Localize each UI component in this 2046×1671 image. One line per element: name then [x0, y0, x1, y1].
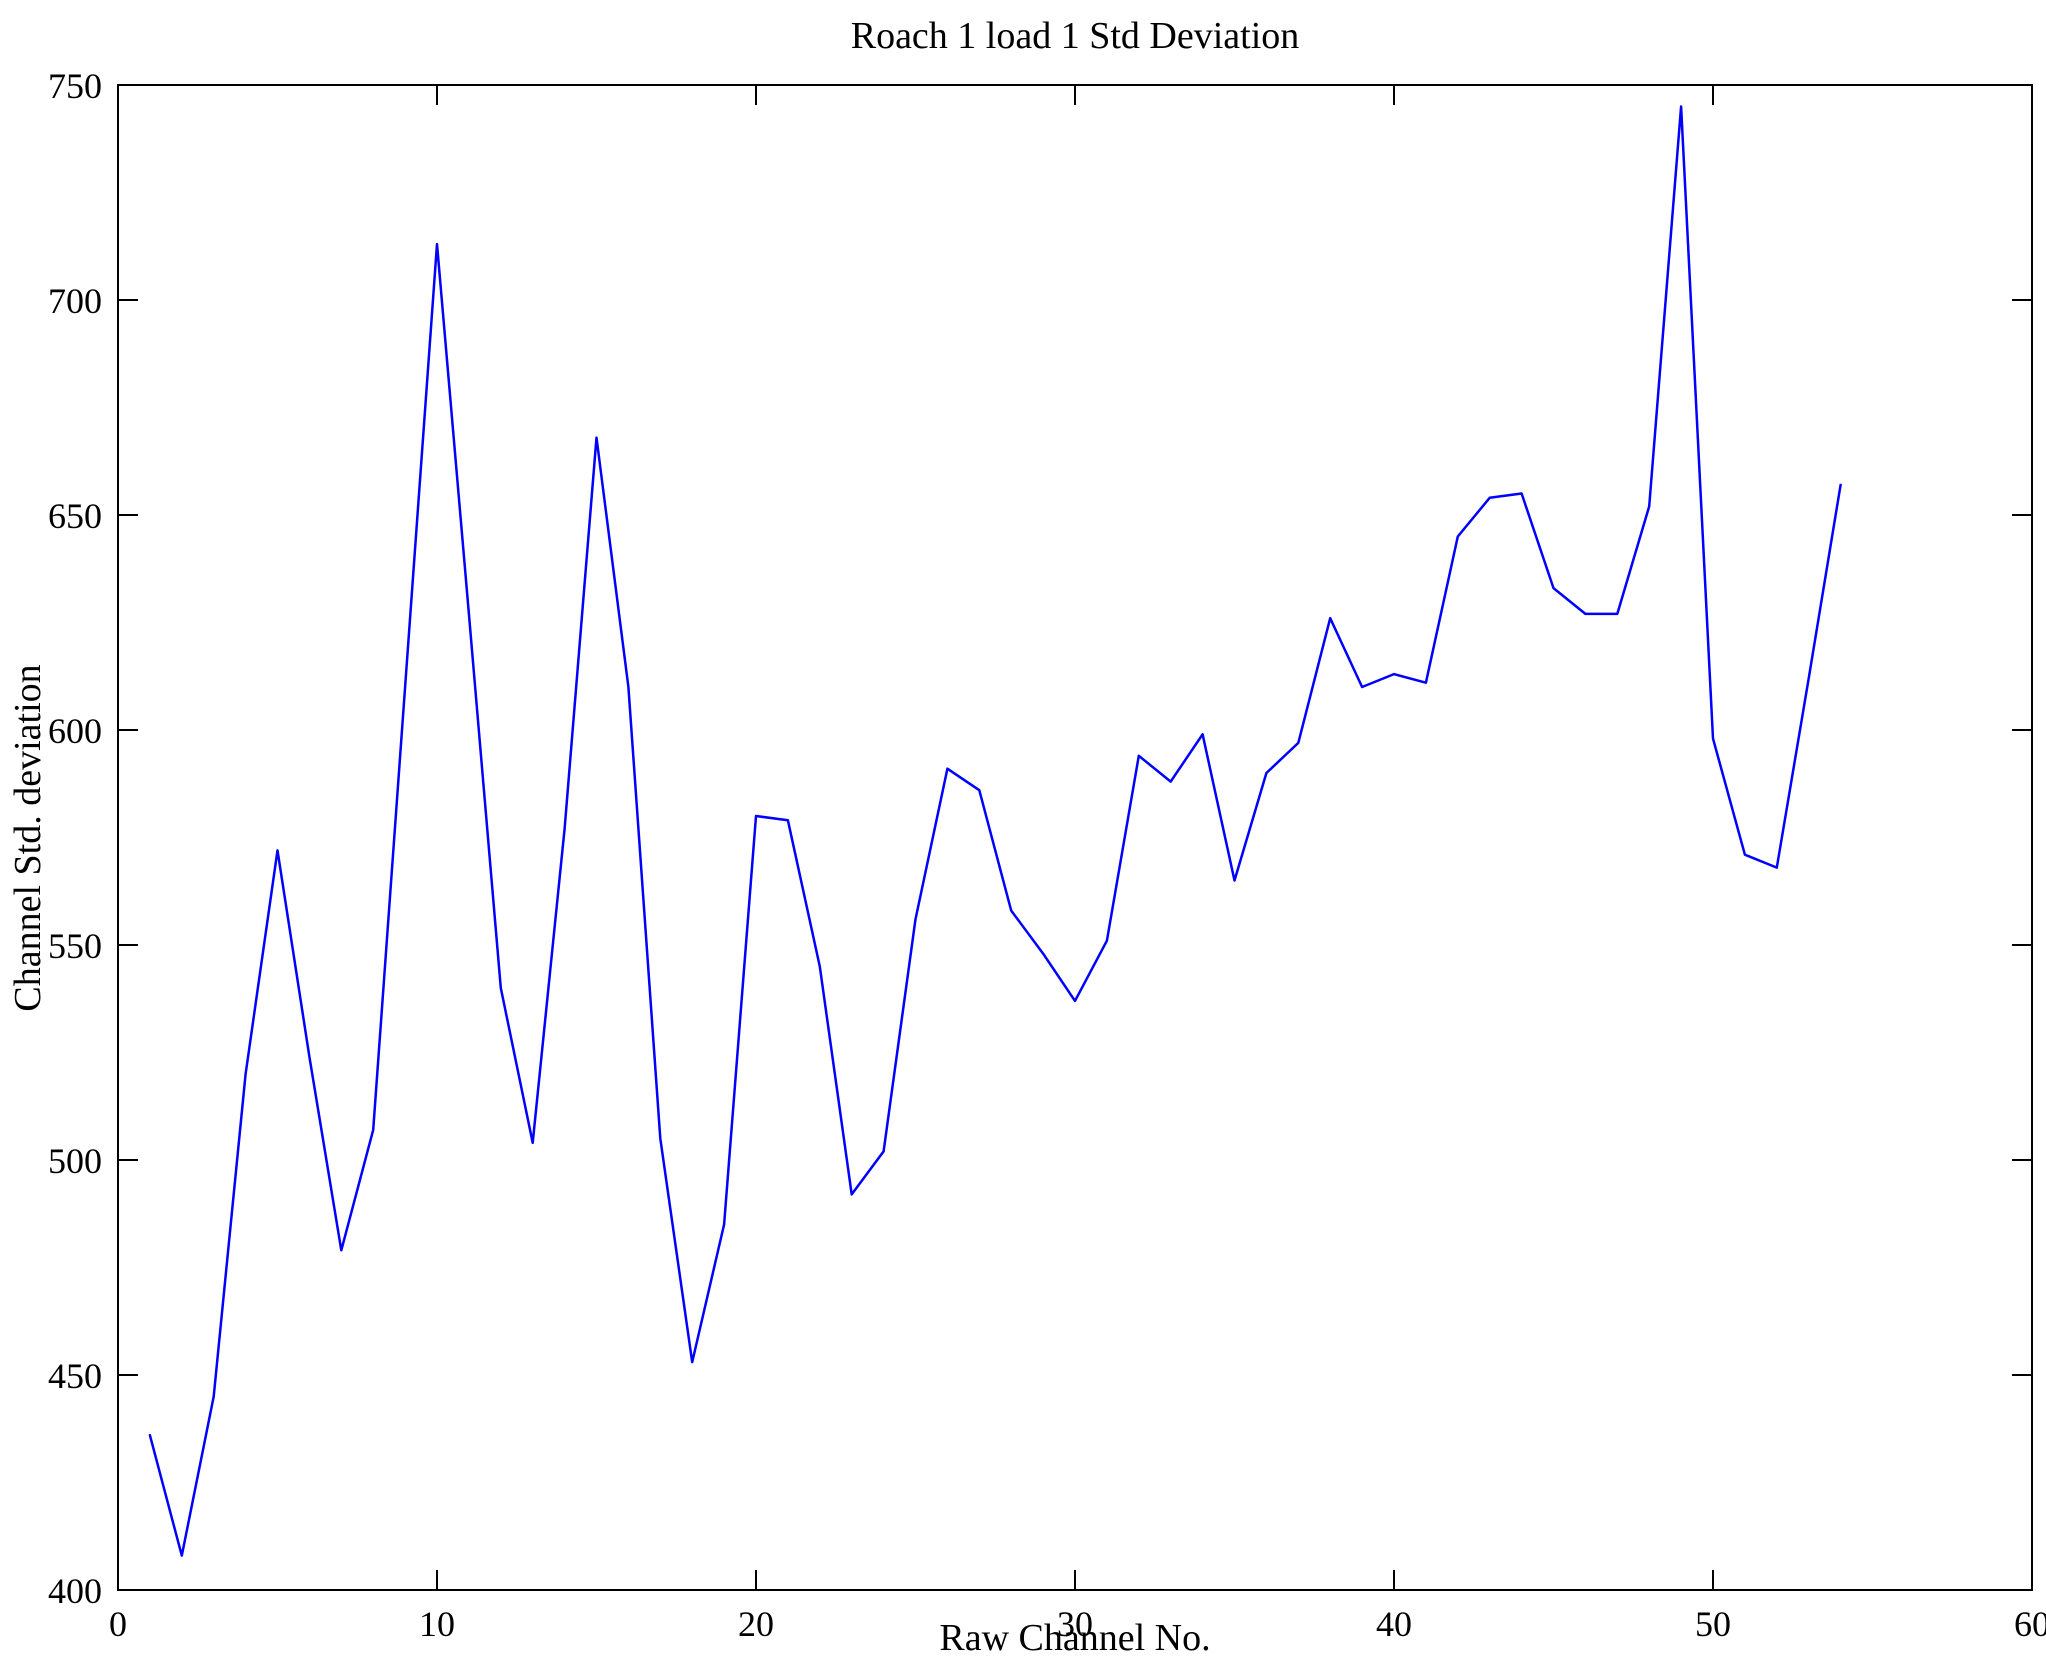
axis-ticks: [117, 84, 2033, 1591]
y-tick-label: 700: [48, 281, 102, 321]
x-tick-label: 60: [2014, 1604, 2046, 1644]
x-tick-label: 40: [1376, 1604, 1412, 1644]
plot-border: [117, 84, 2033, 1591]
axis-tick-labels: 0 10 20 30 40 50 60 400 450 500 550 600 650 700 750: [48, 66, 2046, 1644]
y-tick-label: 650: [48, 496, 102, 536]
data-line: [148, 105, 1842, 1557]
y-tick-label: 500: [48, 1141, 102, 1181]
chart-title: Roach 1 load 1 Std Deviation: [851, 15, 1300, 57]
y-tick-label: 450: [48, 1356, 102, 1396]
y-axis-label: Channel Std. deviation: [7, 664, 49, 1011]
x-tick-label: 20: [738, 1604, 774, 1644]
y-tick-label: 550: [48, 926, 102, 966]
x-tick-label: 0: [109, 1604, 127, 1644]
x-tick-label: 10: [419, 1604, 455, 1644]
x-tick-label: 30: [1057, 1604, 1093, 1644]
y-tick-label: 750: [48, 66, 102, 106]
x-axis-label: Raw Channel No.: [939, 1617, 1210, 1659]
x-tick-label: 50: [1695, 1604, 1731, 1644]
y-tick-label: 600: [48, 711, 102, 751]
y-tick-label: 400: [48, 1571, 102, 1611]
